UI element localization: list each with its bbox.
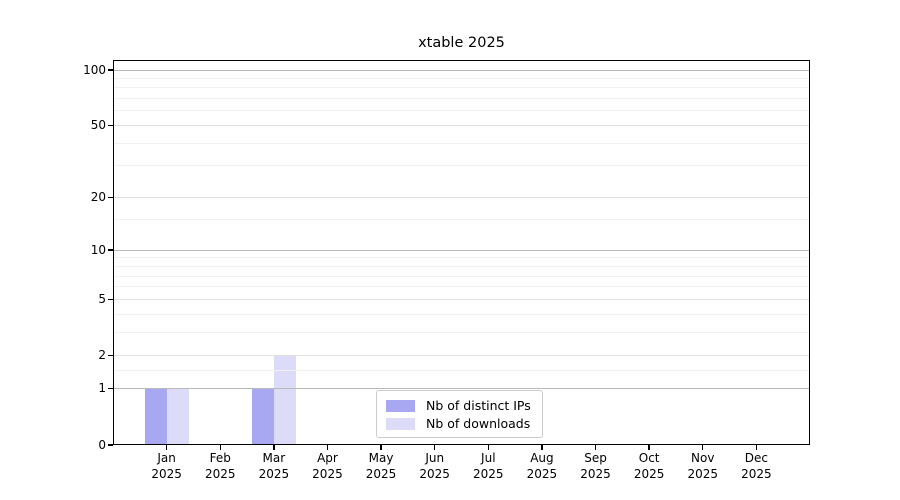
x-tick-year-oct: 2025 (633, 467, 665, 481)
gridline-minor-6 (113, 286, 810, 288)
y-tick-2 (108, 355, 113, 357)
x-tick-label-nov: Nov (691, 451, 715, 465)
x-tick-sep (594, 445, 597, 450)
gridline-minor-7 (113, 275, 810, 277)
x-tick-nov (702, 445, 704, 450)
bar-nb-of-distinct-ips-mar (251, 388, 274, 445)
gridline-1 (113, 388, 810, 390)
x-tick-label-aug: Aug (530, 451, 554, 465)
x-tick-feb (219, 445, 221, 450)
gridline-minor-15 (113, 219, 810, 221)
y-tick-label-20: 20 (90, 190, 106, 205)
y-tick-20 (108, 196, 113, 199)
x-tick-year-sep: 2025 (580, 467, 611, 481)
x-tick-aug (541, 445, 543, 450)
gridline-minor-8 (113, 265, 810, 267)
chart-title: xtable 2025 (418, 35, 505, 51)
gridline-minor-40 (113, 142, 810, 144)
gridline-minor-80 (113, 87, 810, 89)
y-tick-label-10: 10 (90, 242, 106, 257)
x-tick-dec (755, 445, 758, 450)
y-tick-label-0: 0 (98, 437, 106, 452)
legend-item-downloads: Nb of downloads (386, 415, 533, 432)
x-tick-label-feb: Feb (209, 451, 231, 465)
x-tick-label-oct: Oct (638, 451, 660, 465)
y-tick-10 (108, 249, 113, 251)
y-tick-1 (108, 387, 113, 390)
y-tick-label-100: 100 (83, 62, 106, 77)
x-tick-label-jan: Jan (157, 451, 176, 465)
x-tick-may (380, 445, 382, 450)
x-tick-label-jul: Jul (481, 451, 496, 465)
y-tick-0 (108, 444, 113, 446)
gridline-minor-3 (113, 331, 810, 333)
legend-swatch-downloads (386, 417, 415, 430)
y-tick-5 (108, 298, 113, 301)
x-tick-year-dec: 2025 (741, 467, 772, 481)
gridline-minor-9 (113, 257, 810, 259)
y-tick-label-1: 1 (98, 381, 106, 396)
y-tick-label-50: 50 (90, 118, 106, 133)
gridline-50 (113, 125, 810, 127)
x-tick-year-feb: 2025 (204, 467, 236, 481)
gridline-minor-90 (113, 77, 810, 79)
gridline-minor-1-5 (113, 370, 810, 372)
bar-nb-of-downloads-jan (166, 388, 189, 445)
gridline-minor-4 (113, 313, 810, 315)
gridline-5 (113, 298, 810, 300)
legend-label-downloads: Nb of downloads (426, 416, 531, 431)
x-tick-year-mar: 2025 (258, 467, 290, 481)
gridline-100 (113, 69, 810, 71)
bar-nb-of-distinct-ips-jan (144, 388, 167, 445)
y-tick-label-5: 5 (98, 291, 106, 306)
x-tick-label-mar: Mar (262, 451, 286, 465)
x-tick-year-jun: 2025 (419, 467, 450, 481)
plot-area (113, 59, 810, 445)
legend-item-distinct-ips: Nb of distinct IPs (386, 397, 533, 414)
x-tick-oct (648, 445, 650, 450)
x-tick-year-nov: 2025 (687, 467, 719, 481)
x-tick-label-sep: Sep (584, 451, 607, 465)
x-tick-label-apr: Apr (317, 451, 338, 465)
x-tick-year-aug: 2025 (526, 467, 558, 481)
x-tick-jun (433, 445, 436, 450)
gridline-minor-60 (113, 110, 810, 112)
y-tick-label-2: 2 (98, 348, 106, 363)
x-tick-year-jul: 2025 (473, 467, 504, 481)
y-tick-50 (108, 124, 113, 127)
legend: Nb of distinct IPs Nb of downloads (376, 390, 543, 438)
gridline-10 (113, 249, 810, 251)
x-tick-label-dec: Dec (744, 451, 768, 465)
gridline-2 (113, 355, 810, 357)
gridline-minor-30 (113, 165, 810, 167)
gridline-20 (113, 197, 810, 199)
x-tick-label-jun: Jun (425, 451, 445, 465)
x-tick-mar (273, 445, 275, 450)
x-tick-year-may: 2025 (365, 467, 397, 481)
x-tick-apr (326, 445, 329, 450)
x-tick-jul (487, 445, 489, 450)
x-tick-label-may: May (368, 451, 394, 465)
y-tick-100 (108, 69, 113, 71)
x-tick-year-jan: 2025 (151, 467, 182, 481)
bar-nb-of-downloads-mar (273, 355, 296, 445)
gridline-minor-70 (113, 98, 810, 100)
legend-label-distinct-ips: Nb of distinct IPs (426, 398, 531, 413)
x-tick-jan (165, 445, 168, 450)
x-tick-year-apr: 2025 (312, 467, 343, 481)
legend-swatch-distinct-ips (386, 399, 415, 412)
